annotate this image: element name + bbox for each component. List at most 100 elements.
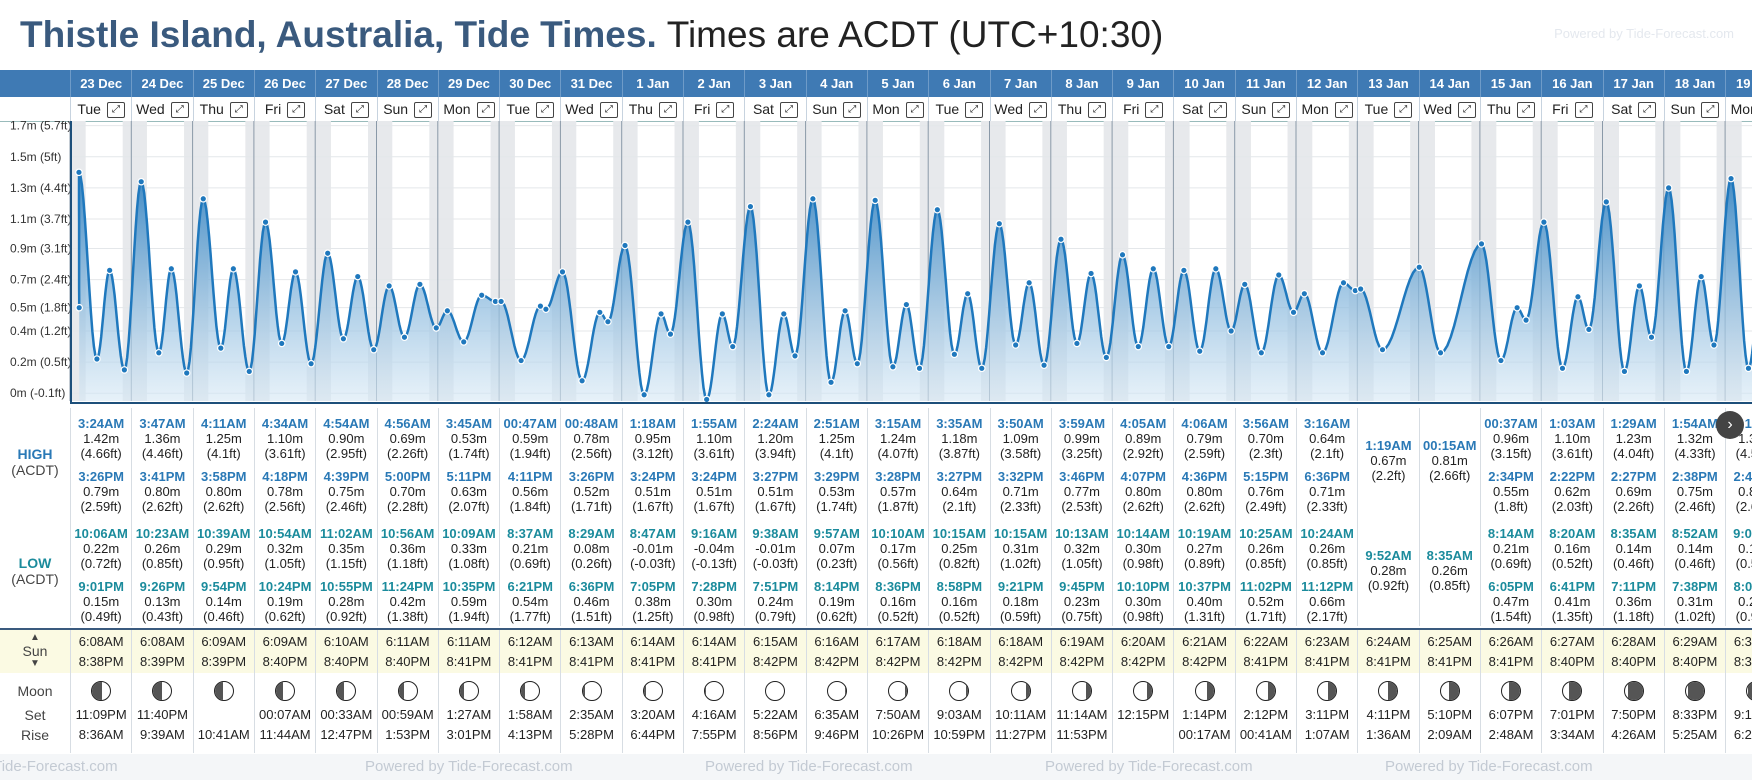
tide-time: 3:24PM [691, 469, 737, 484]
tide-height-ft: (3.94ft) [754, 446, 797, 461]
tide-height-ft: (2.56ft) [264, 499, 306, 514]
expand-day-icon[interactable]: ⤢ [1638, 102, 1657, 119]
tide-height-m: 1.20m [757, 431, 794, 446]
tide-time: 8:37AM [507, 526, 554, 541]
low-tide-cell: 9:57AM 0.07m (0.23ft) 8:14PM 0.19m (0.62ft) [805, 518, 867, 626]
tide-point [1339, 278, 1348, 287]
moonrise-time: 10:59PM [933, 727, 986, 742]
expand-day-icon[interactable]: ⤢ [1458, 102, 1477, 119]
tide-time: 3:24AM [78, 416, 125, 431]
moon-phase-icon [1501, 681, 1522, 701]
tide-time: 10:55PM [319, 579, 373, 594]
tide-height-ft: (0.49ft) [80, 609, 122, 624]
expand-day-icon[interactable]: ⤢ [1088, 102, 1106, 119]
tide-time: 2:38PM [1672, 469, 1718, 484]
tide-time: 6:21PM [507, 579, 553, 594]
expand-day-icon[interactable]: ⤢ [658, 102, 677, 119]
tide-height-ft: (1.05ft) [1061, 556, 1103, 571]
high-tide-cell: 00:48AM 0.78m (2.56ft) 3:26PM 0.52m (1.71ft) [560, 408, 621, 518]
expand-day-icon[interactable]: ⤢ [1209, 102, 1228, 119]
tide-height-m: 0.16m [879, 594, 917, 609]
tide-point [1744, 364, 1752, 373]
tide-height-ft: (0.46ft) [203, 609, 245, 624]
tide-height-m: 0.14m [1676, 541, 1714, 556]
expand-day-icon[interactable]: ⤢ [1574, 102, 1593, 119]
tide-height-m: 0.75m [328, 484, 365, 499]
expand-day-icon[interactable]: ⤢ [229, 102, 248, 119]
expand-day-icon[interactable]: ⤢ [843, 102, 862, 119]
tide-time: 3:45AM [445, 416, 493, 431]
weekday-cell: Tue ⤢ [499, 97, 560, 121]
sun-cell: 6:11AM 8:41PM [437, 630, 499, 674]
tide-time: 10:13AM [1055, 526, 1109, 541]
expand-day-icon[interactable]: ⤢ [1701, 102, 1720, 119]
expand-day-icon[interactable]: ⤢ [716, 102, 735, 119]
tide-point [621, 241, 629, 250]
expand-day-icon[interactable]: ⤢ [965, 102, 984, 119]
sunrise-time: 6:11AM [447, 634, 491, 649]
tide-height-m: 0.80m [1125, 484, 1162, 499]
high-tide-cell: 3:56AM 0.70m (2.3ft) 5:15PM 0.76m (2.49ft) [1234, 408, 1296, 518]
tide-time: 4:07PM [1120, 469, 1166, 484]
expand-day-icon[interactable]: ⤢ [1517, 102, 1536, 119]
expand-day-icon[interactable]: ⤢ [1028, 102, 1047, 119]
date-label: 6 Jan [928, 70, 989, 97]
high-tide-cell: 4:56AM 0.69m (2.26ft) 5:00PM 0.70m (2.28ft) [376, 408, 438, 518]
tide-time: 3:28PM [875, 469, 921, 484]
weekday-cell: Tue ⤢ [70, 97, 131, 121]
expand-day-icon[interactable]: ⤢ [170, 102, 189, 119]
expand-day-icon[interactable]: ⤢ [1394, 102, 1413, 119]
tide-height-m: 0.56m [512, 484, 549, 499]
tide-height-m: 0.42m [389, 594, 426, 609]
tide-time: 3:29PM [813, 469, 860, 484]
expand-day-icon[interactable]: ⤢ [905, 102, 924, 119]
tide-point [1087, 269, 1095, 278]
sunset-time: 8:41PM [1427, 654, 1473, 669]
moon-phase-icon [1746, 681, 1752, 701]
expand-day-icon[interactable]: ⤢ [476, 102, 495, 119]
expand-day-icon[interactable]: ⤢ [779, 102, 798, 119]
sunrise-time: 6:26AM [1488, 634, 1534, 649]
y-tick-label: 0.4m (1.2ft) [10, 324, 71, 338]
moonrise-time: 3:34AM [1549, 727, 1595, 742]
tide-height-ft: (1.8ft) [1494, 499, 1529, 514]
tide-point [1227, 327, 1235, 335]
tide-time: 8:35AM [1610, 526, 1657, 541]
tide-height-m: 0.14m [205, 594, 242, 609]
y-tick-label: 0m (-0.1ft) [10, 386, 65, 400]
high-tide-cell: 2:24AM 1.20m (3.94ft) 3:27PM 0.51m (1.67ft) [744, 408, 805, 518]
expand-day-icon[interactable]: ⤢ [1334, 102, 1353, 119]
expand-day-icon[interactable]: ⤢ [414, 102, 433, 119]
sunset-time: 8:42PM [814, 654, 860, 669]
expand-day-icon[interactable]: ⤢ [1272, 102, 1291, 119]
expand-day-icon[interactable]: ⤢ [350, 102, 369, 119]
sun-cell: 6:08AM 8:38PM [70, 630, 131, 674]
moonrise-time: 9:39AM [140, 727, 185, 742]
sunset-time: 8:42PM [936, 654, 982, 669]
expand-day-icon[interactable]: ⤢ [536, 102, 555, 119]
tide-time: 3:26PM [78, 469, 124, 484]
expand-day-icon[interactable]: ⤢ [599, 102, 618, 119]
moon-phase-icon [458, 681, 479, 701]
moonrise-time: 7:55PM [691, 727, 737, 742]
sunrise-time: 6:08AM [78, 634, 124, 649]
expand-day-icon[interactable]: ⤢ [1145, 102, 1164, 119]
moon-phase-icon [642, 681, 663, 701]
high-tide-cell: 3:24AM 1.42m (4.66ft) 3:26PM 0.79m (2.59ft) [70, 408, 131, 518]
expand-day-icon[interactable]: ⤢ [287, 102, 306, 119]
page-title: Thistle Island, Australia, Tide Times. Ti… [20, 6, 1163, 64]
tide-time: 6:05PM [1488, 579, 1534, 594]
tide-chart: 0m (-0.1ft) 0.2m (0.5ft) 0.4m (1.2ft) 0.5m … [0, 121, 1752, 408]
moon-cell: 6:07PM 2:48AM [1479, 673, 1541, 753]
moonrise-time: 11:53PM [1056, 727, 1108, 742]
tide-point [542, 305, 550, 314]
tide-height-ft: (2.95ft) [325, 446, 367, 461]
weekday-cell: Thu ⤢ [621, 97, 683, 121]
moon-cell: 3:20AM 6:44PM [621, 673, 683, 753]
next-arrow-icon[interactable]: › [1716, 411, 1744, 439]
expand-day-icon[interactable]: ⤢ [106, 102, 125, 119]
tide-time: 2:24AM [752, 416, 799, 431]
sunset-time: 8:40PM [385, 654, 431, 669]
tide-height-m: 0.25m [941, 541, 978, 556]
moon-cell: 00:59AM 1:53PM [376, 673, 438, 753]
